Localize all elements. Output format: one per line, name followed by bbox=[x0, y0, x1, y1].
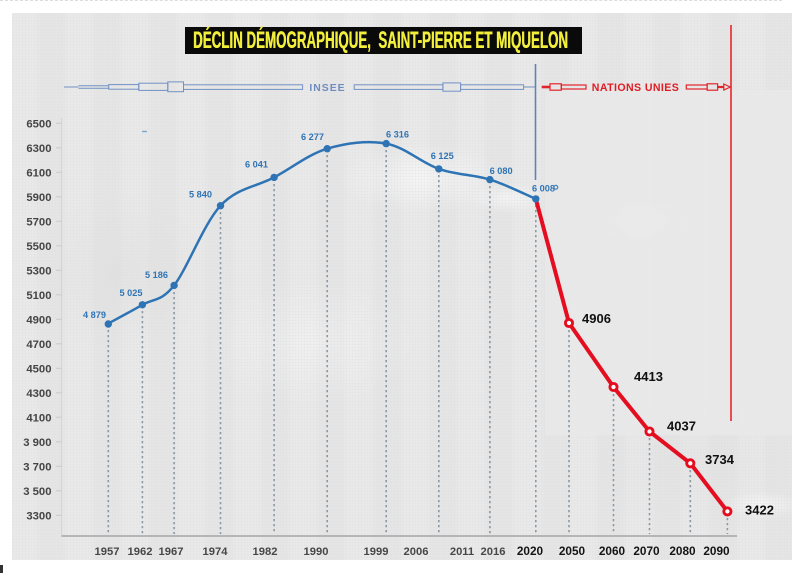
svg-text:2090: 2090 bbox=[703, 544, 730, 558]
svg-text:5900: 5900 bbox=[26, 192, 51, 204]
svg-text:2080: 2080 bbox=[669, 544, 696, 558]
svg-text:6 316: 6 316 bbox=[386, 130, 409, 140]
svg-text:6100: 6100 bbox=[26, 167, 51, 179]
svg-text:5300: 5300 bbox=[26, 265, 51, 277]
svg-text:5 840: 5 840 bbox=[189, 190, 212, 200]
svg-text:6500: 6500 bbox=[26, 118, 51, 130]
svg-text:4700: 4700 bbox=[26, 339, 51, 351]
svg-text:2050: 2050 bbox=[559, 544, 586, 558]
svg-text:1957: 1957 bbox=[95, 546, 120, 558]
svg-text:INSEE: INSEE bbox=[309, 83, 345, 94]
svg-text:5500: 5500 bbox=[26, 241, 51, 253]
svg-text:3300: 3300 bbox=[26, 510, 51, 522]
svg-text:6 008: 6 008 bbox=[532, 184, 555, 194]
svg-text:2060: 2060 bbox=[599, 544, 626, 558]
svg-text:6 125: 6 125 bbox=[431, 151, 454, 161]
svg-text:4413: 4413 bbox=[634, 369, 663, 384]
svg-text:6300: 6300 bbox=[26, 143, 51, 155]
svg-text:1967: 1967 bbox=[159, 546, 184, 558]
svg-text:1982: 1982 bbox=[253, 546, 278, 558]
svg-text:6 041: 6 041 bbox=[245, 160, 268, 170]
svg-text:5 186: 5 186 bbox=[145, 270, 168, 280]
svg-text:1974: 1974 bbox=[203, 546, 229, 558]
svg-text:3 900: 3 900 bbox=[23, 437, 51, 449]
svg-text:4300: 4300 bbox=[26, 388, 51, 400]
svg-text:1990: 1990 bbox=[304, 546, 329, 558]
svg-text:2016: 2016 bbox=[481, 546, 506, 558]
svg-text:4900: 4900 bbox=[26, 314, 51, 326]
svg-text:NATIONS UNIES: NATIONS UNIES bbox=[592, 82, 679, 94]
svg-text:3422: 3422 bbox=[745, 503, 774, 518]
svg-text:3 700: 3 700 bbox=[23, 461, 51, 473]
svg-text:5 025: 5 025 bbox=[120, 288, 143, 298]
svg-text:6 277: 6 277 bbox=[301, 132, 324, 142]
svg-text:3 500: 3 500 bbox=[23, 486, 51, 498]
svg-text:4500: 4500 bbox=[26, 363, 51, 375]
svg-text:4 879: 4 879 bbox=[83, 310, 106, 320]
svg-text:5100: 5100 bbox=[26, 290, 51, 302]
svg-text:3734: 3734 bbox=[705, 452, 735, 467]
svg-text:1962: 1962 bbox=[128, 546, 153, 558]
svg-text:4100: 4100 bbox=[26, 412, 51, 424]
svg-text:4906: 4906 bbox=[582, 311, 611, 326]
svg-text:1999: 1999 bbox=[364, 546, 389, 558]
svg-text:6 080: 6 080 bbox=[490, 166, 513, 176]
svg-text:2070: 2070 bbox=[633, 544, 660, 558]
svg-text:2011: 2011 bbox=[450, 546, 474, 558]
svg-text:2006: 2006 bbox=[404, 546, 429, 558]
svg-text:4037: 4037 bbox=[667, 419, 696, 434]
svg-text:5700: 5700 bbox=[26, 216, 51, 228]
svg-text:2020: 2020 bbox=[517, 544, 544, 558]
